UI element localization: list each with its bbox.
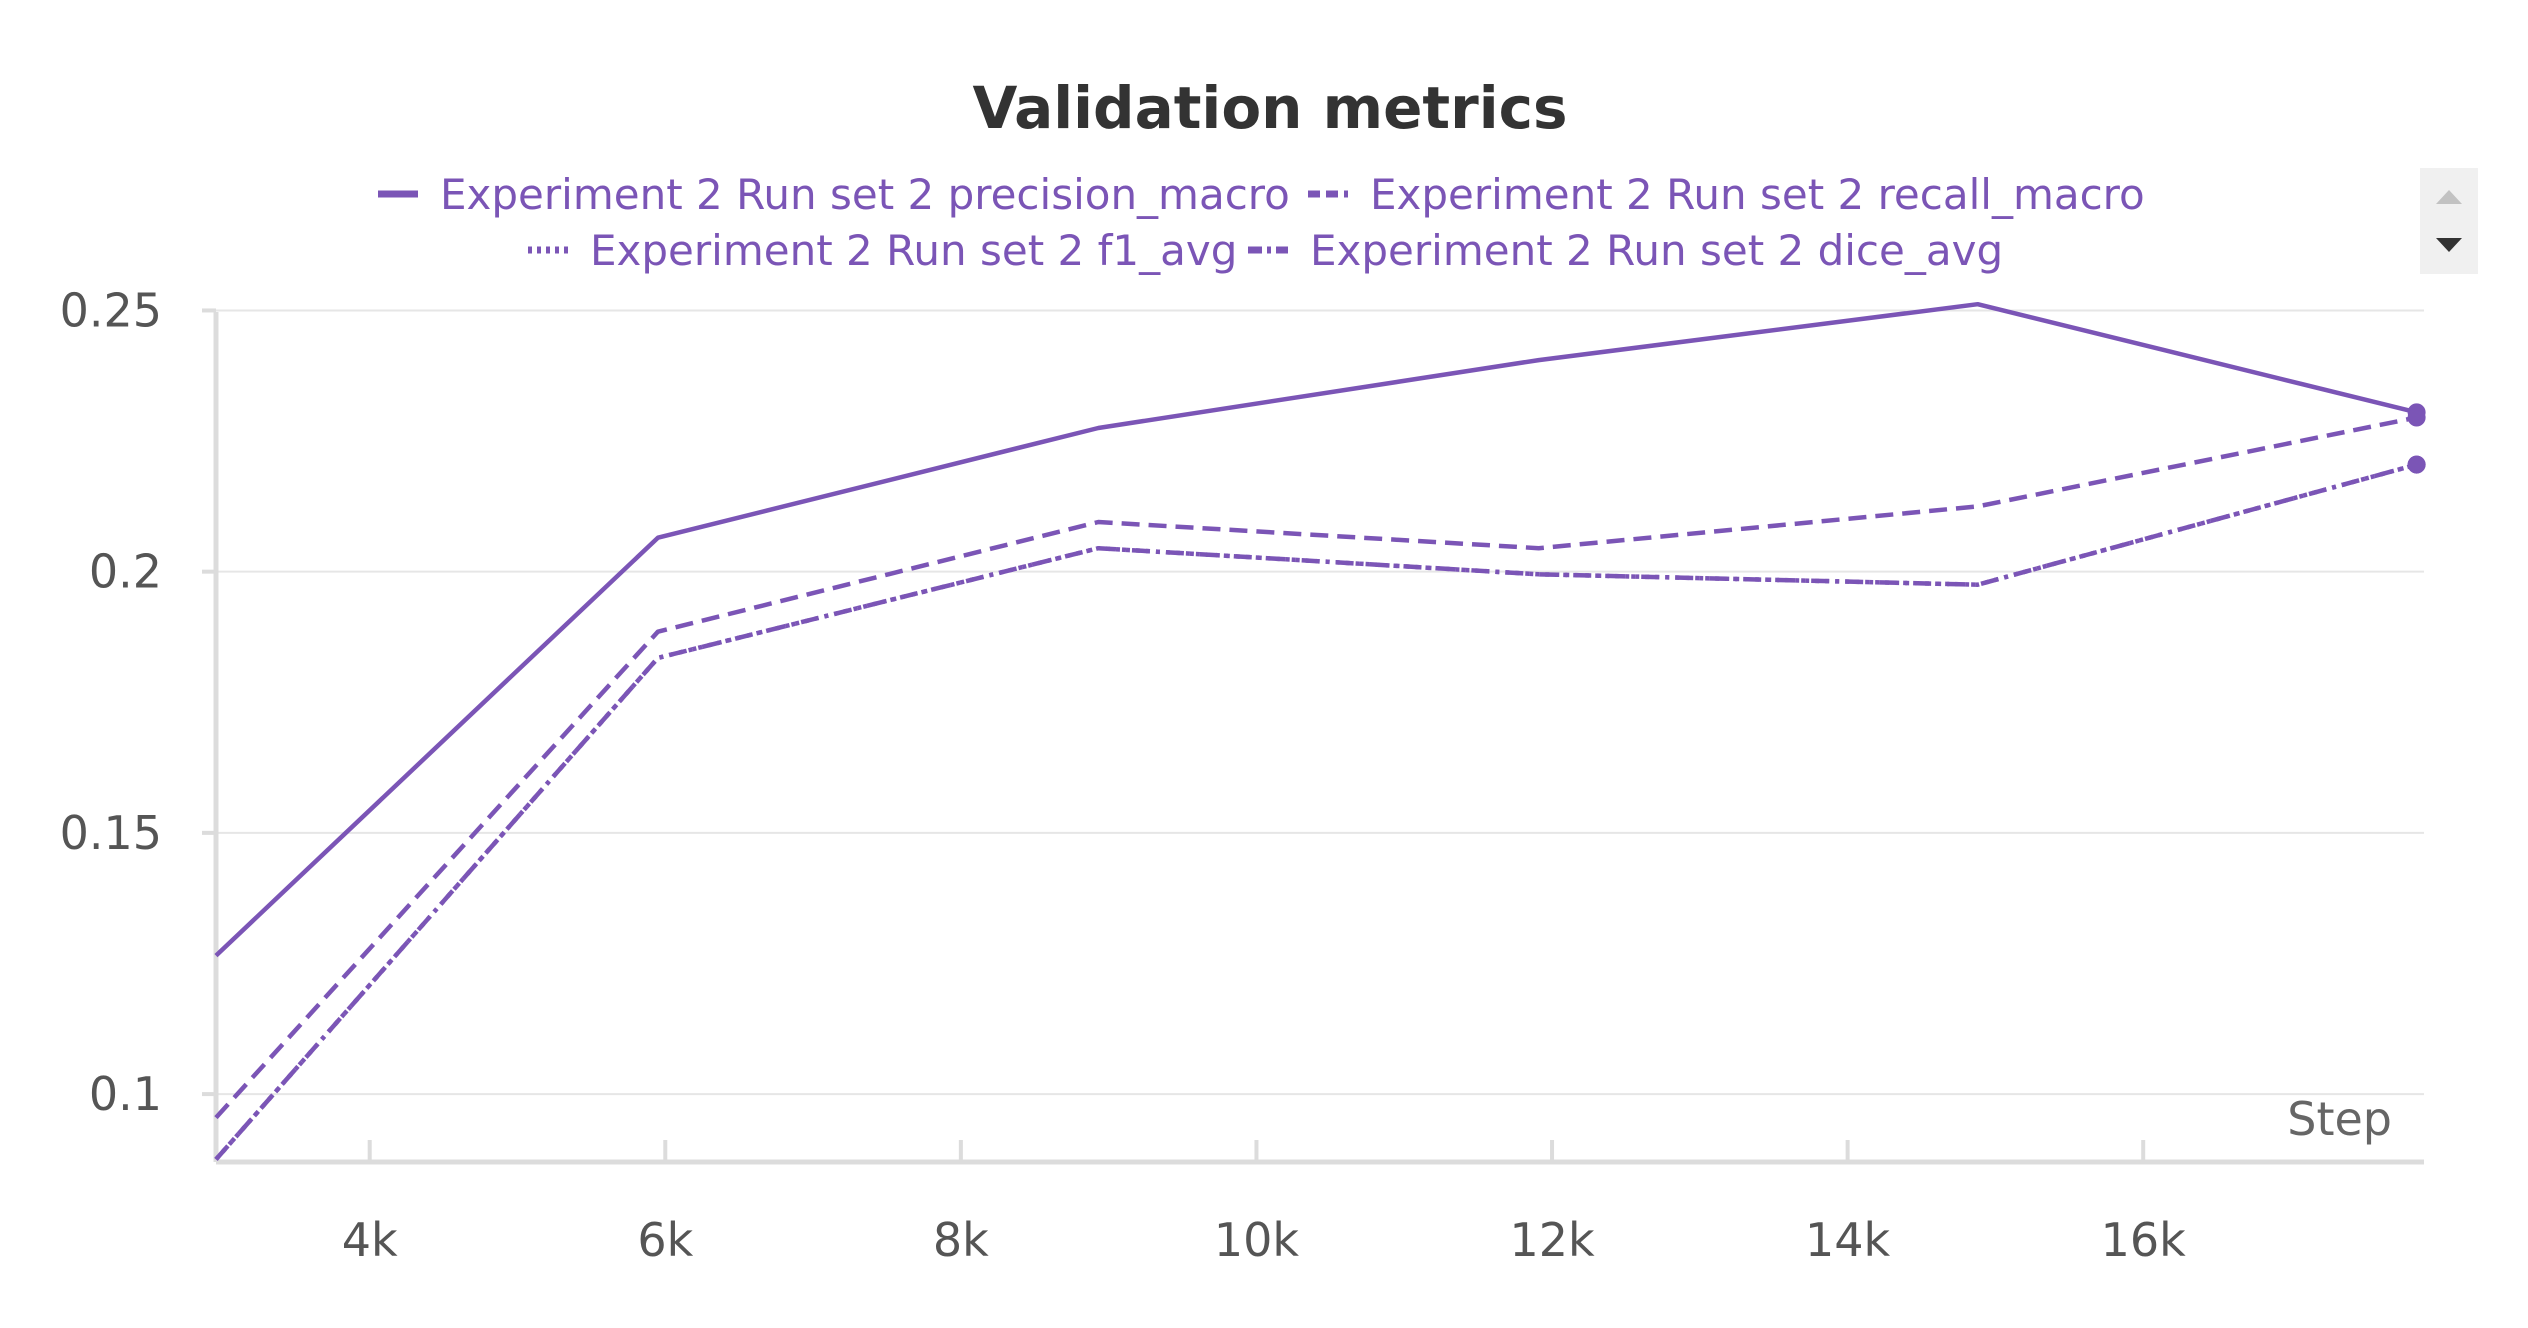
x-axis-label: Step (2287, 1092, 2392, 1146)
chart-legend: Experiment 2 Run set 2 precision_macro Ex… (378, 170, 2145, 275)
x-tick-label: 6k (637, 1213, 693, 1267)
chart-title: Validation metrics (972, 74, 1567, 142)
legend-label-1: Experiment 2 Run set 2 precision_macro (440, 170, 1290, 219)
x-tick-label: 16k (2101, 1213, 2187, 1267)
y-tick-label: 0.15 (60, 806, 162, 860)
x-tick-label: 10k (1214, 1213, 1300, 1267)
legend-scroll (2420, 168, 2478, 274)
series-line-4 (214, 462, 2418, 1161)
legend-label-3: Experiment 2 Run set 2 f1_avg (590, 226, 1237, 275)
series-line-3 (214, 462, 2418, 1161)
series-end-point-4 (2407, 455, 2426, 474)
y-axis-ticks: 0.1 0.15 0.2 0.25 (60, 283, 216, 1121)
legend-scroll-up-icon[interactable] (2436, 190, 2462, 204)
series-layer (214, 301, 2426, 1161)
series-line-1 (214, 301, 2418, 958)
x-tick-label: 8k (933, 1213, 989, 1267)
legend-scroll-down-icon[interactable] (2436, 238, 2462, 252)
x-tick-label: 14k (1805, 1213, 1891, 1267)
series-end-point-2 (2407, 408, 2426, 427)
legend-label-4: Experiment 2 Run set 2 dice_avg (1310, 226, 2003, 275)
x-axis-ticks: 4k 6k 8k 10k 12k 14k 16k (342, 1140, 2186, 1267)
y-tick-label: 0.1 (89, 1067, 162, 1121)
chart-axes (213, 312, 2424, 1165)
y-tick-label: 0.2 (89, 545, 162, 599)
chart-grid (216, 309, 2424, 1096)
x-tick-label: 12k (1509, 1213, 1595, 1267)
legend-label-2: Experiment 2 Run set 2 recall_macro (1370, 170, 2145, 219)
series-line-2 (214, 415, 2418, 1120)
y-tick-label: 0.25 (60, 283, 162, 337)
legend-scroll-track (2420, 168, 2478, 274)
x-tick-label: 4k (342, 1213, 398, 1267)
